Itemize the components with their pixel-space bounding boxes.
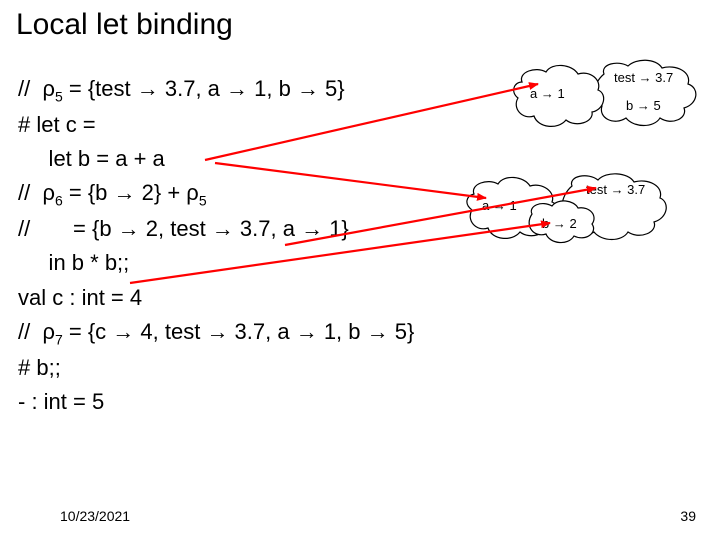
cloud1-label-test: test → 3.7 bbox=[614, 70, 673, 85]
env-cloud-2: a → 1 test → 3.7 b → 2 bbox=[460, 172, 670, 252]
slide-title: Local let binding bbox=[16, 8, 233, 42]
line-6: in b * b;; bbox=[18, 250, 129, 275]
cloud1-label-b: b → 5 bbox=[626, 98, 661, 113]
line-3: let b = a + a bbox=[18, 146, 165, 171]
body-text: // ρ5 = {test → 3.7, a → 1, b → 5} # let… bbox=[18, 72, 414, 419]
cloud2-label-a: a → 1 bbox=[482, 198, 517, 213]
cloud1-label-a: a → 1 bbox=[530, 86, 565, 101]
cloud2-label-b: b → 2 bbox=[542, 216, 577, 231]
line-4: // ρ6 = {b → 2} + ρ5 bbox=[18, 180, 207, 205]
line-7: val c : int = 4 bbox=[18, 285, 142, 310]
cloud2-label-test: test → 3.7 bbox=[586, 182, 645, 197]
line-2: # let c = bbox=[18, 112, 96, 137]
line-10: - : int = 5 bbox=[18, 389, 104, 414]
line-5: // = {b → 2, test → 3.7, a → 1} bbox=[18, 216, 349, 241]
footer-date: 10/23/2021 bbox=[60, 508, 130, 524]
line-9: # b;; bbox=[18, 355, 61, 380]
env-cloud-1: a → 1 test → 3.7 b → 5 bbox=[508, 56, 698, 136]
footer-page: 39 bbox=[680, 508, 696, 524]
line-8: // ρ7 = {c → 4, test → 3.7, a → 1, b → 5… bbox=[18, 319, 414, 344]
line-1: // ρ5 = {test → 3.7, a → 1, b → 5} bbox=[18, 76, 345, 101]
